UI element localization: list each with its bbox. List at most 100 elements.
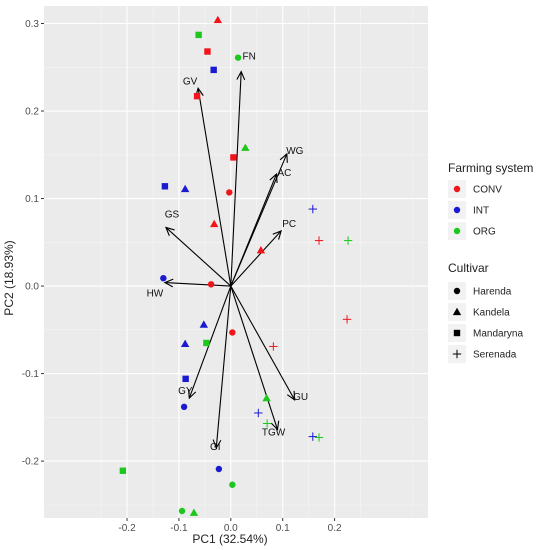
legend-label-int: INT xyxy=(473,206,489,217)
loading-label-pc: PC xyxy=(282,219,296,230)
legend-key-kandela xyxy=(452,307,462,316)
y-tick-label: 0.2 xyxy=(25,107,39,118)
score-point-org-mandaryna xyxy=(203,339,210,347)
x-tick-label: -0.1 xyxy=(170,523,188,534)
loading-arrow-tgw xyxy=(230,285,279,430)
loading-arrowhead-wg xyxy=(279,152,288,163)
score-point-conv-mandaryna xyxy=(204,48,211,55)
legend-key-harenda xyxy=(453,287,461,295)
score-point-conv-serenada xyxy=(269,342,278,351)
score-point-int-harenda xyxy=(160,274,167,282)
loading-arrowhead-hw xyxy=(163,278,174,288)
score-point-conv-serenada xyxy=(342,315,352,324)
legend-label-harenda: Harenda xyxy=(473,287,512,298)
loading-arrowhead-gu xyxy=(286,390,296,401)
score-point-conv-mandaryna xyxy=(193,92,201,100)
loading-label-gy: GY xyxy=(178,386,193,397)
legend-label-org: ORG xyxy=(473,227,496,238)
loading-arrowhead-gi xyxy=(212,439,222,450)
score-point-conv-kandela xyxy=(256,245,266,254)
loading-arrow-gi xyxy=(215,286,232,449)
score-point-org-harenda xyxy=(178,507,186,515)
score-point-conv-mandaryna xyxy=(230,154,237,161)
y-tick-label: 0.0 xyxy=(25,282,39,293)
score-point-conv-serenada xyxy=(314,236,324,245)
loading-arrow-hw xyxy=(164,282,231,287)
y-tick-label: 0.1 xyxy=(25,194,39,205)
legend-label-conv: CONV xyxy=(473,185,502,196)
y-axis-title: PC2 (18.93%) xyxy=(2,240,16,315)
loading-label-ac: AC xyxy=(278,168,292,179)
score-point-org-mandaryna xyxy=(195,31,202,39)
legend-title-cultivar: Cultivar xyxy=(448,261,489,275)
score-point-int-harenda xyxy=(180,403,188,411)
legend-key-int xyxy=(453,206,461,214)
score-point-int-serenada xyxy=(308,432,317,441)
score-point-org-harenda xyxy=(234,54,242,61)
loading-arrow-gs xyxy=(165,227,232,287)
loading-arrowhead-tgw xyxy=(270,420,280,431)
x-tick-label: -0.2 xyxy=(118,523,136,534)
legend-label-serenada: Serenada xyxy=(473,350,517,361)
loading-label-fn: FN xyxy=(243,52,256,63)
grid-lines xyxy=(44,6,428,518)
score-point-conv-harenda xyxy=(229,329,236,336)
score-point-org-kandela xyxy=(262,393,271,402)
loading-arrow-gv xyxy=(197,88,232,287)
loading-label-gu: GU xyxy=(293,392,308,403)
score-point-org-harenda xyxy=(229,481,236,488)
loading-arrowhead-pc xyxy=(272,229,282,240)
loading-arrow-fn xyxy=(230,71,242,287)
y-tick-label: -0.1 xyxy=(22,369,40,380)
loading-label-gi: GI xyxy=(210,442,221,453)
legend-key-org xyxy=(453,227,461,235)
score-point-int-kandela xyxy=(180,184,190,193)
y-tick-label: 0.3 xyxy=(25,19,39,30)
y-tick-label: -0.2 xyxy=(22,457,40,468)
legend-label-mandaryna: Mandaryna xyxy=(473,329,523,340)
loading-arrowhead-fn xyxy=(236,70,246,81)
plot-panel xyxy=(44,6,428,518)
x-axis-title: PC1 (32.54%) xyxy=(192,532,267,546)
score-points xyxy=(119,15,353,516)
score-point-int-mandaryna xyxy=(182,375,189,383)
x-tick-label: 0.0 xyxy=(224,523,238,534)
score-point-int-mandaryna xyxy=(161,183,169,190)
legend-key-conv xyxy=(453,185,461,193)
loading-arrowhead-gs xyxy=(165,226,175,236)
legend-key-serenada xyxy=(452,349,462,359)
loading-arrow-ac xyxy=(230,173,277,287)
legend-key-mandaryna xyxy=(453,329,461,337)
loading-arrow-pc xyxy=(230,230,282,287)
loading-arrow-gy xyxy=(188,285,232,399)
loading-arrowhead-ac xyxy=(269,172,278,184)
legend-label-kandela: Kandela xyxy=(473,308,510,319)
loading-label-wg: WG xyxy=(286,146,303,157)
score-point-int-kandela xyxy=(199,320,209,328)
score-point-org-kandela xyxy=(189,508,199,516)
score-point-int-serenada xyxy=(254,408,263,418)
score-point-conv-harenda xyxy=(226,189,233,196)
score-point-org-kandela xyxy=(241,143,250,151)
legend: Farming system Cultivar CONV INT ORG Harend… xyxy=(448,161,533,363)
loading-label-hw: HW xyxy=(147,289,164,300)
score-point-org-serenada xyxy=(262,419,272,428)
loading-arrowhead-gy xyxy=(187,389,197,400)
score-point-int-serenada xyxy=(308,204,317,214)
score-point-org-mandaryna xyxy=(119,467,127,474)
score-point-org-serenada xyxy=(314,433,324,442)
loading-arrows: FN GV WG AC PC GS HW GY GI TGW GU xyxy=(147,52,309,453)
score-point-int-mandaryna xyxy=(210,66,217,74)
score-point-org-serenada xyxy=(343,236,353,245)
x-tick-label: 0.1 xyxy=(276,523,290,534)
score-point-int-kandela xyxy=(180,339,190,347)
legend-title-farming: Farming system xyxy=(448,161,533,175)
score-point-conv-kandela xyxy=(213,15,223,24)
score-point-int-harenda xyxy=(215,465,223,473)
loading-label-gv: GV xyxy=(183,76,198,87)
loading-label-gs: GS xyxy=(165,209,180,220)
x-tick-label: 0.2 xyxy=(328,523,342,534)
score-point-conv-kandela xyxy=(210,219,219,228)
